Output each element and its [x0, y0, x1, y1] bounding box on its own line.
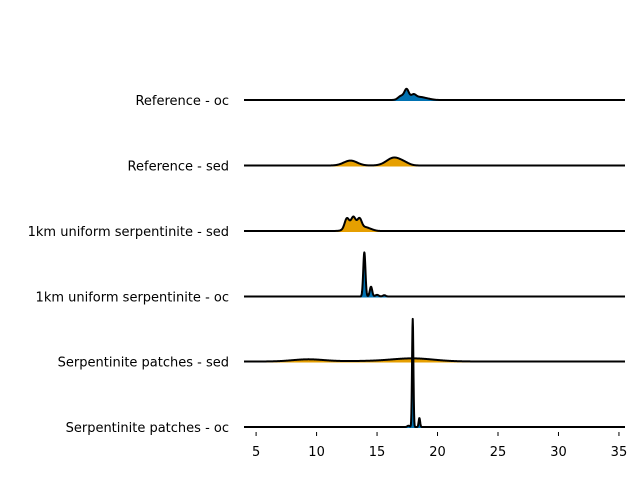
- ridge-2: [243, 156, 626, 167]
- ridge-outline: [243, 156, 626, 167]
- x-tick-label: 10: [308, 445, 325, 460]
- x-tick-label: 20: [429, 445, 446, 460]
- ridge-4: [243, 251, 626, 298]
- ridge-outline: [243, 251, 626, 298]
- ridge-fill: [244, 88, 625, 100]
- ridge-outline: [243, 317, 626, 428]
- ridge-fill: [244, 157, 625, 166]
- x-axis: 5 10 15 20 25 30 35: [252, 432, 627, 460]
- ridge-6: [243, 317, 626, 428]
- row-label: 1km uniform serpentinite - oc: [36, 291, 229, 306]
- row-label: Serpentinite patches - oc: [66, 421, 229, 436]
- ridge-fill: [244, 318, 625, 427]
- row-label: Serpentinite patches - sed: [58, 356, 229, 371]
- row-labels: Reference - oc Reference - sed 1km uniform…: [28, 94, 229, 436]
- ridge-outline: [243, 87, 626, 101]
- ridge-outline: [243, 357, 626, 363]
- row-label: Reference - sed: [128, 160, 229, 175]
- ridge-plots: [243, 87, 626, 428]
- x-tick-label: 15: [369, 445, 386, 460]
- ridge-1: [243, 87, 626, 101]
- row-label: 1km uniform serpentinite - sed: [28, 225, 229, 240]
- ridge-3: [243, 215, 626, 232]
- ridge-fill: [244, 216, 625, 231]
- x-tick-label: 25: [490, 445, 507, 460]
- ridge-5: [243, 357, 626, 363]
- x-tick-label: 35: [611, 445, 628, 460]
- row-label: Reference - oc: [135, 94, 229, 109]
- ridge-outline: [243, 215, 626, 232]
- x-tick-label: 5: [252, 445, 260, 460]
- ridge-fill: [244, 252, 625, 297]
- x-tick-label: 30: [550, 445, 567, 460]
